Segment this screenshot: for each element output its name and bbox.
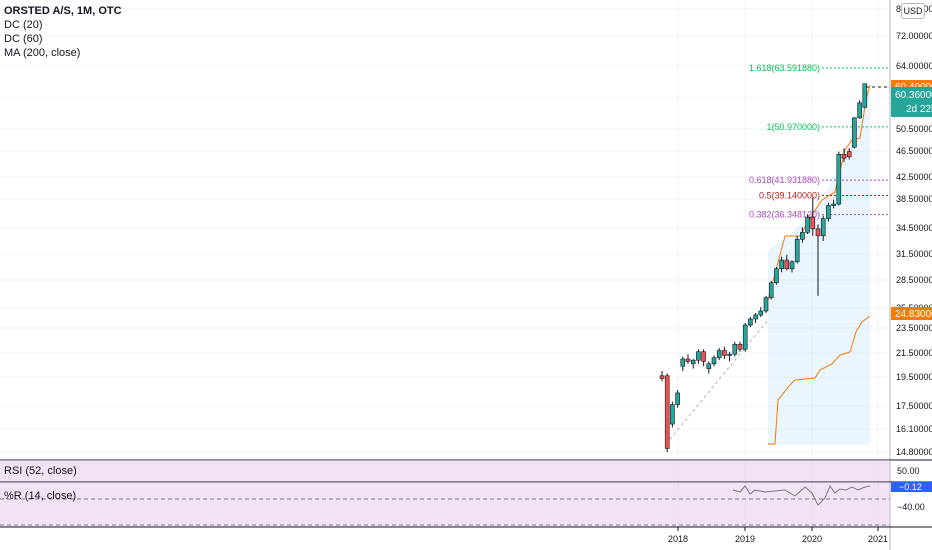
time-tick-0: 2018 xyxy=(668,534,688,544)
candle-2019-07 xyxy=(774,267,779,285)
candle-2018-10 xyxy=(727,351,732,362)
candle-2020-09 xyxy=(846,148,852,160)
candle-2020-01 xyxy=(805,214,810,235)
price-tick-6: 42.500000 xyxy=(896,172,932,182)
time-axis-ticks: 2018 2019 2020 2021 xyxy=(668,527,888,544)
candle-2019-12 xyxy=(800,227,805,243)
candle-2019-01 xyxy=(742,323,748,352)
fib-label-0: 1.618(63.591880) xyxy=(749,63,820,73)
indicator-ma200[interactable]: MA (200, close) xyxy=(4,47,81,59)
price-tick-5: 46.500000 xyxy=(896,146,932,156)
candle-2018-03 xyxy=(690,359,696,369)
fib-label-2: 0.618(41.931880) xyxy=(749,175,820,185)
candle-2018-02 xyxy=(685,354,691,364)
svg-text:60.360000: 60.360000 xyxy=(895,90,932,101)
candle-2018-09 xyxy=(722,346,727,359)
grid-lines xyxy=(0,0,890,527)
candle-2018-06 xyxy=(706,361,712,374)
candle-2019-05 xyxy=(763,295,769,313)
williams-band xyxy=(0,482,890,527)
candle-2019-08 xyxy=(779,256,784,273)
candle-2018-07 xyxy=(711,355,717,367)
williams-axis-tick: −40.00 xyxy=(897,502,925,512)
donchian-channel-fill xyxy=(768,85,870,445)
candle-2017-12 xyxy=(675,390,680,408)
price-tick-8: 34.500000 xyxy=(896,223,932,233)
svg-text:24.830000: 24.830000 xyxy=(895,309,932,320)
fib-label-4: 0.382(36.348120) xyxy=(749,210,820,220)
price-tick-13: 21.500000 xyxy=(896,348,932,358)
currency-badge[interactable]: USD xyxy=(901,3,925,19)
candle-2019-02 xyxy=(748,317,753,327)
rsi-label[interactable]: RSI (52, close) xyxy=(4,465,77,477)
candle-2017-11 xyxy=(670,401,675,428)
price-tick-2: 64.000000 xyxy=(896,61,932,71)
price-tick-17: 14.800000 xyxy=(896,447,932,457)
time-tick-1: 2019 xyxy=(735,534,755,544)
rsi-band xyxy=(0,460,890,482)
candle-2020-04 xyxy=(820,215,826,241)
price-tick-16: 16.100000 xyxy=(896,424,932,434)
candle-2019-03 xyxy=(753,313,758,323)
price-tick-7: 38.500000 xyxy=(896,194,932,204)
candle-2018-01 xyxy=(680,356,686,371)
candles-group xyxy=(659,83,868,452)
price-tick-14: 19.500000 xyxy=(896,372,932,382)
candle-2019-04 xyxy=(758,307,764,317)
candle-2019-10 xyxy=(789,260,795,273)
candle-2019-11 xyxy=(794,235,800,264)
price-tick-9: 31.500000 xyxy=(896,249,932,259)
williams-value-tag xyxy=(891,482,932,492)
price-tick-10: 28.500000 xyxy=(896,275,932,285)
ma-price-tag: 24.830000 xyxy=(891,307,932,320)
price-tick-12: 23.500000 xyxy=(896,323,932,333)
time-tick-3: 2021 xyxy=(868,534,888,544)
williams-line xyxy=(732,484,871,506)
dc20-upper-line xyxy=(767,84,871,301)
indicator-dc20[interactable]: DC (20) xyxy=(4,19,43,31)
candle-2020-07 xyxy=(836,151,842,206)
price-tick-1: 72.000000 xyxy=(896,31,932,41)
current-price-tag: 60.360000 2d 22h xyxy=(891,87,932,117)
price-tick-4: 50.500000 xyxy=(896,124,932,134)
candle-2019-06 xyxy=(768,280,774,300)
rsi-axis-tick: 50.00 xyxy=(897,466,920,476)
candle-2017-10 xyxy=(664,373,670,452)
symbol-title[interactable]: ORSTED A/S, 1M, OTC xyxy=(4,5,122,17)
candle-2018-08 xyxy=(716,348,722,361)
candle-2019-09 xyxy=(784,254,790,271)
candle-2020-03 xyxy=(815,224,821,296)
candle-2020-02 xyxy=(810,197,816,236)
candle-2020-10 xyxy=(852,117,857,149)
candle-2017-09 xyxy=(659,371,665,382)
candle-2018-04 xyxy=(696,349,701,364)
candle-2020-12 xyxy=(862,83,868,109)
chart-legend: ORSTED A/S, 1M, OTC DC (20) DC (60) MA (… xyxy=(4,4,122,60)
time-tick-2: 2020 xyxy=(802,534,822,544)
fib-label-1: 1(50.970000) xyxy=(766,122,820,132)
candle-2018-12 xyxy=(737,341,743,352)
indicator-dc60[interactable]: DC (60) xyxy=(4,33,43,45)
candle-2020-06 xyxy=(831,199,836,209)
fib-label-3: 0.5(39.140000) xyxy=(759,190,820,200)
svg-text:2d 22h: 2d 22h xyxy=(906,104,932,115)
candle-2018-11 xyxy=(732,341,738,357)
candle-2020-11 xyxy=(857,100,862,119)
williams-value-text: −0.12 xyxy=(899,482,922,492)
williams-label[interactable]: %R (14, close) xyxy=(4,490,77,502)
candle-2020-08 xyxy=(841,148,847,163)
price-tick-15: 17.500000 xyxy=(896,401,932,411)
candle-2018-05 xyxy=(701,349,706,367)
candle-2020-05 xyxy=(826,202,831,222)
dc60-lower-line xyxy=(768,315,871,445)
trend-line xyxy=(665,319,769,445)
